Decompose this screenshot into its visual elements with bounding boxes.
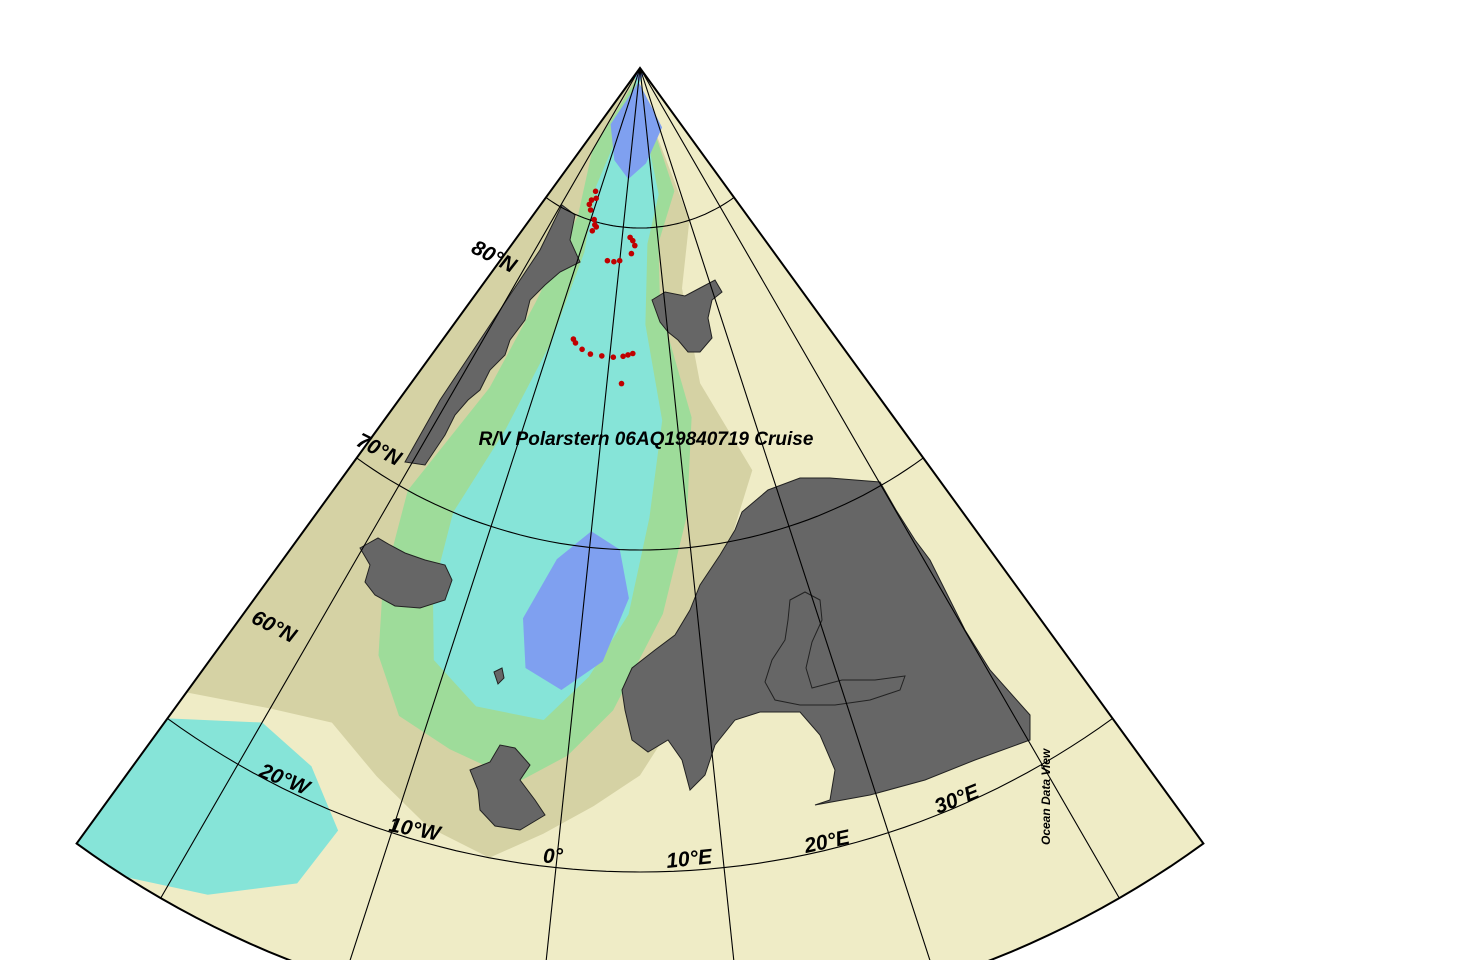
station-marker	[586, 201, 593, 208]
parallel-70n	[356, 457, 924, 551]
map-frame	[75, 66, 1205, 965]
station-marker	[572, 340, 579, 346]
station-marker	[610, 354, 617, 361]
faroe-islands	[493, 667, 505, 685]
bathymetry-layer	[76, 68, 1204, 965]
parallel-60n	[167, 717, 1113, 873]
station-marker	[587, 351, 594, 357]
station-marker	[630, 350, 636, 357]
meridian-10w	[347, 67, 641, 965]
svalbard	[651, 279, 723, 353]
station-marker	[604, 257, 611, 264]
station-marker	[616, 257, 623, 264]
parallel-80n	[545, 196, 735, 229]
meridian-0e	[545, 67, 641, 965]
credit-label: Ocean Data View	[1039, 748, 1053, 845]
station-marker	[592, 188, 599, 195]
meridian-20e	[639, 67, 933, 965]
meridian-30e	[639, 67, 1120, 899]
station-marker	[625, 352, 631, 358]
graticule	[160, 67, 1120, 965]
station-marker	[632, 242, 638, 249]
station-markers	[570, 188, 638, 387]
deepest-basin-zone	[523, 531, 629, 690]
station-marker	[593, 224, 600, 230]
irminger-basin-zone	[76, 718, 339, 895]
station-marker	[630, 237, 636, 244]
lon-label-10e: 10°E	[665, 845, 714, 873]
station-marker	[591, 216, 597, 223]
station-marker	[588, 197, 595, 203]
map-title: R/V Polarstern 06AQ19840719 Cruise	[479, 429, 814, 450]
station-marker	[628, 250, 635, 257]
station-marker	[618, 380, 625, 387]
station-marker	[599, 353, 605, 359]
meridian-20w	[160, 67, 641, 899]
station-marker	[579, 346, 585, 353]
station-marker	[593, 195, 599, 202]
station-marker	[587, 207, 594, 213]
station-marker	[611, 258, 617, 265]
meridian-10e	[639, 67, 735, 965]
scotland	[469, 744, 546, 831]
iceland	[359, 537, 453, 609]
lon-label-0: 0°	[543, 845, 564, 868]
station-marker	[589, 228, 596, 234]
station-marker	[620, 353, 626, 360]
